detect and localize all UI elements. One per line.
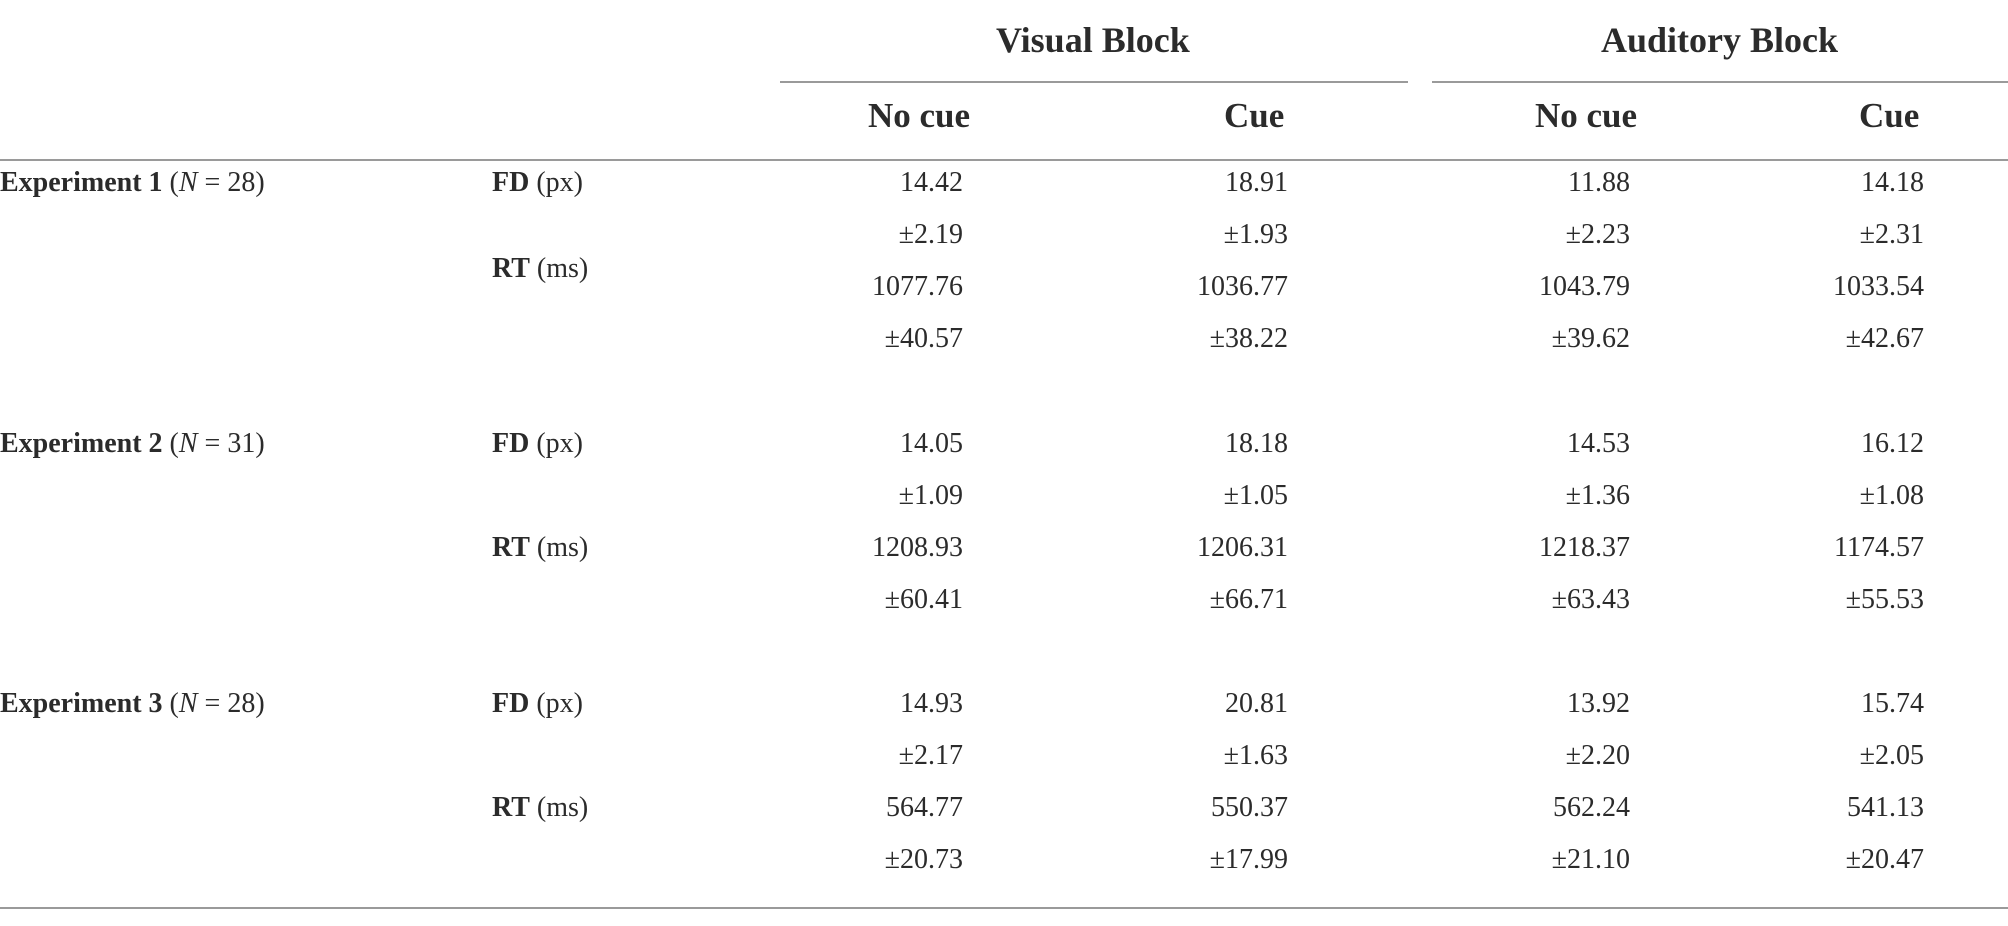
table-cell: ±2.23: [1565, 219, 1630, 250]
measure-label: RT (ms): [492, 532, 588, 564]
table-cell: 541.13: [1847, 792, 1924, 823]
table-cell: ±1.08: [1859, 480, 1924, 511]
table-cell: 1218.37: [1539, 532, 1630, 563]
measure-name: RT: [492, 792, 530, 823]
experiment-label: Experiment 1 (N = 28): [0, 167, 265, 198]
experiment-name: Experiment 2: [0, 428, 163, 459]
table-cell: ±66.71: [1209, 584, 1288, 615]
measure-name: RT: [492, 532, 530, 563]
bottom-rule: [0, 907, 2008, 909]
table-cell: ±60.41: [884, 584, 963, 615]
table-cell: 11.88: [1568, 167, 1630, 198]
measure-label: RT (ms): [492, 253, 588, 285]
column-header-auditory-cue: Cue: [1859, 96, 1920, 135]
table-cell: 564.77: [886, 792, 963, 823]
header-rule: [0, 159, 2008, 161]
measure-label: FD (px): [492, 688, 583, 720]
table-cell: 1208.93: [872, 532, 963, 563]
table-cell: 1174.57: [1834, 532, 1924, 563]
table-cell: 13.92: [1567, 688, 1630, 719]
column-header-auditory-no-cue: No cue: [1535, 96, 1638, 135]
column-header-visual-cue: Cue: [1224, 96, 1285, 135]
n-value: 28: [227, 688, 256, 719]
table-cell: ±2.05: [1859, 740, 1924, 771]
experiment-label: Experiment 3 (N = 28): [0, 688, 265, 719]
auditory-block-rule: [1432, 81, 2008, 83]
measure-label: FD (px): [492, 167, 583, 199]
table-cell: ±55.53: [1845, 584, 1924, 615]
table-cell: 14.18: [1861, 167, 1924, 198]
measure-name: FD: [492, 688, 530, 719]
measure-name: FD: [492, 428, 530, 459]
table-cell: 16.12: [1861, 428, 1924, 459]
measure-name: FD: [492, 167, 530, 198]
table-cell: ±2.17: [898, 740, 963, 771]
column-header-visual-no-cue: No cue: [868, 96, 971, 135]
table-cell: ±1.36: [1565, 480, 1630, 511]
table-cell: 18.91: [1225, 167, 1288, 198]
measure-unit: (ms): [536, 532, 589, 563]
measure-unit: (ms): [536, 253, 589, 284]
table-cell: 14.05: [900, 428, 963, 459]
measure-unit: (px): [536, 428, 583, 459]
table-cell: 562.24: [1553, 792, 1630, 823]
measure-label: RT (ms): [492, 792, 588, 824]
n-symbol: N: [178, 688, 198, 719]
table-cell: ±20.73: [884, 844, 963, 875]
table-cell: ±2.19: [898, 219, 963, 250]
table-cell: 1077.76: [872, 271, 963, 302]
table-cell: ±40.57: [884, 323, 963, 354]
table-cell: ±21.10: [1551, 844, 1630, 875]
table-cell: 14.53: [1567, 428, 1630, 459]
table-cell: ±39.62: [1551, 323, 1630, 354]
table-cell: 20.81: [1225, 688, 1288, 719]
table-cell: ±38.22: [1209, 323, 1288, 354]
table-cell: ±20.47: [1845, 844, 1924, 875]
table-cell: ±42.67: [1845, 323, 1924, 354]
group-header-auditory-block: Auditory Block: [1601, 20, 1839, 60]
table-cell: 18.18: [1225, 428, 1288, 459]
table-cell: 1206.31: [1197, 532, 1288, 563]
n-symbol: N: [178, 167, 198, 198]
table-cell: ±1.93: [1223, 219, 1288, 250]
table-cell: 1036.77: [1197, 271, 1288, 302]
table-cell: ±2.20: [1565, 740, 1630, 771]
table-cell: 550.37: [1211, 792, 1288, 823]
visual-block-rule: [780, 81, 1408, 83]
measure-unit: (px): [536, 167, 583, 198]
table-cell: ±1.05: [1223, 480, 1288, 511]
table-cell: ±63.43: [1551, 584, 1630, 615]
n-symbol: N: [178, 428, 198, 459]
table-cell: 15.74: [1861, 688, 1924, 719]
group-header-visual-block: Visual Block: [996, 20, 1190, 60]
table-cell: ±2.31: [1859, 219, 1924, 250]
n-value: 28: [227, 167, 256, 198]
experiment-name: Experiment 3: [0, 688, 163, 719]
measure-unit: (px): [536, 688, 583, 719]
experiment-name: Experiment 1: [0, 167, 163, 198]
table-cell: 14.42: [900, 167, 963, 198]
table-cell: 14.93: [900, 688, 963, 719]
table-cell: ±1.63: [1223, 740, 1288, 771]
table-cell: ±1.09: [898, 480, 963, 511]
table-cell: 1043.79: [1539, 271, 1630, 302]
n-value: 31: [227, 428, 256, 459]
table-cell: 1033.54: [1833, 271, 1924, 302]
table-cell: ±17.99: [1209, 844, 1288, 875]
experiment-label: Experiment 2 (N = 31): [0, 428, 265, 459]
measure-unit: (ms): [536, 792, 589, 823]
measure-name: RT: [492, 253, 530, 284]
measure-label: FD (px): [492, 428, 583, 460]
